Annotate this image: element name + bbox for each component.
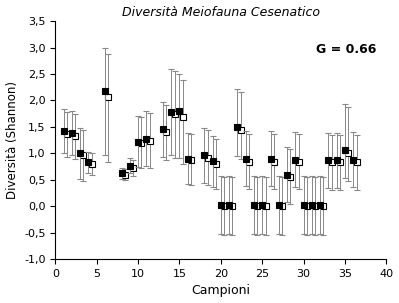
Y-axis label: Diversità (Shannon): Diversità (Shannon) bbox=[6, 81, 19, 199]
X-axis label: Campioni: Campioni bbox=[192, 285, 250, 298]
Text: G = 0.66: G = 0.66 bbox=[316, 42, 376, 55]
Title: Diversità Meiofauna Cesenatico: Diversità Meiofauna Cesenatico bbox=[122, 5, 320, 18]
